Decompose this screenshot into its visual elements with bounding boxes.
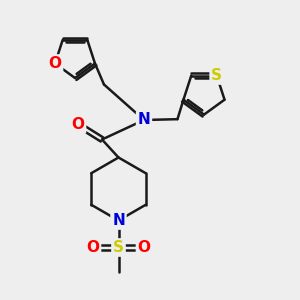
Text: O: O [137,240,151,255]
Text: N: N [138,112,150,128]
Text: N: N [112,213,125,228]
Text: O: O [71,117,85,132]
Text: O: O [86,240,100,255]
Text: O: O [49,56,62,71]
Text: S: S [211,68,222,83]
Text: S: S [113,240,124,255]
